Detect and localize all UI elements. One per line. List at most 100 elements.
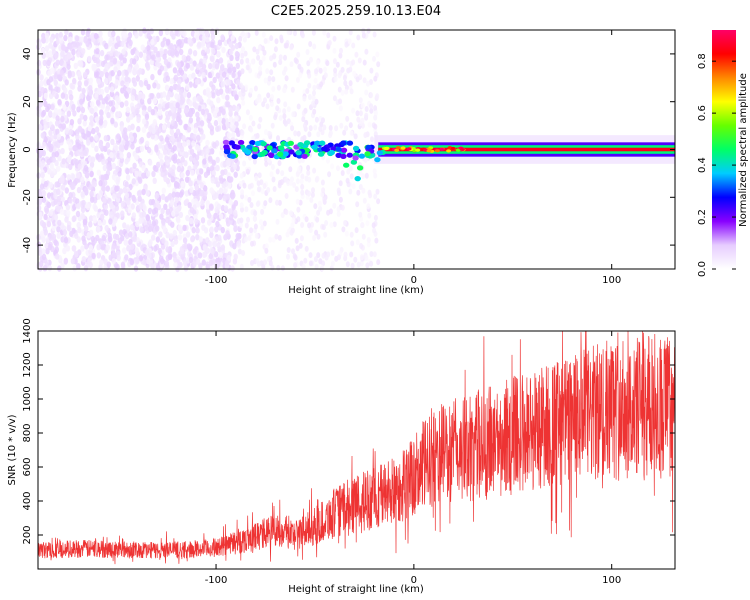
faint-noise-blob xyxy=(368,192,373,199)
faint-noise-blob xyxy=(276,98,281,104)
faint-noise-blob xyxy=(244,194,249,201)
faint-noise-blob xyxy=(355,201,360,208)
noise-blob xyxy=(132,235,137,243)
faint-noise-blob xyxy=(369,107,374,114)
noise-blob xyxy=(186,91,192,99)
noise-blob xyxy=(225,121,230,129)
noise-blob xyxy=(114,145,119,152)
faint-noise-blob xyxy=(262,183,267,189)
noise-blob xyxy=(56,226,61,233)
noise-blob xyxy=(188,180,193,187)
noise-blob xyxy=(165,246,170,253)
noise-blob xyxy=(211,47,216,55)
noise-blob xyxy=(159,135,164,142)
colorbar-tick-label: 0.0 xyxy=(697,261,708,277)
noise-blob xyxy=(143,79,149,87)
noise-blob xyxy=(92,217,98,224)
noise-blob xyxy=(91,127,96,135)
noise-blob xyxy=(188,117,194,124)
faint-noise-blob xyxy=(300,189,305,196)
faint-noise-blob xyxy=(376,259,381,266)
faint-noise-blob xyxy=(290,125,295,132)
faint-noise-blob xyxy=(311,187,315,194)
faint-noise-blob xyxy=(282,87,287,94)
noise-blob xyxy=(142,27,147,34)
noise-blob xyxy=(200,49,206,56)
faint-noise-blob xyxy=(356,189,361,196)
faint-noise-blob xyxy=(340,89,345,96)
noise-blob xyxy=(199,189,204,197)
noise-blob xyxy=(158,153,164,160)
y-tick-label: 40 xyxy=(22,48,33,61)
noise-blob xyxy=(201,34,207,42)
carrier-peak xyxy=(446,149,452,153)
noise-blob xyxy=(47,265,52,272)
faint-noise-blob xyxy=(262,220,267,227)
noise-blob xyxy=(141,164,146,171)
noise-blob xyxy=(141,109,147,116)
noise-blob xyxy=(44,45,50,52)
noise-blob xyxy=(205,263,210,270)
faint-noise-blob xyxy=(291,217,296,224)
noise-blob xyxy=(53,79,58,87)
faint-noise-blob xyxy=(275,168,280,175)
noise-blob xyxy=(104,63,109,70)
noise-blob xyxy=(176,136,182,143)
faint-noise-blob xyxy=(249,126,254,133)
noise-blob xyxy=(76,221,81,229)
noise-blob xyxy=(180,172,185,179)
noise-blob xyxy=(173,122,178,129)
noise-blob xyxy=(233,253,238,260)
noise-blob xyxy=(220,63,225,71)
carrier-blob xyxy=(276,151,284,157)
noise-blob xyxy=(190,169,195,176)
noise-blob xyxy=(210,33,216,40)
faint-noise-blob xyxy=(371,222,376,229)
noise-blob xyxy=(107,30,113,38)
faint-noise-blob xyxy=(344,125,349,132)
noise-blob xyxy=(66,110,72,117)
noise-blob xyxy=(81,132,86,139)
faint-noise-blob xyxy=(370,136,374,143)
faint-noise-blob xyxy=(319,81,324,88)
colorbar-tick-label: 0.4 xyxy=(697,157,708,173)
noise-blob xyxy=(210,55,215,63)
faint-noise-blob xyxy=(315,175,320,182)
faint-noise-blob xyxy=(375,51,380,58)
faint-noise-blob xyxy=(254,175,259,182)
noise-blob xyxy=(193,163,198,170)
noise-blob xyxy=(165,216,170,224)
faint-noise-blob xyxy=(323,66,327,73)
x-tick-label: 100 xyxy=(602,575,621,586)
noise-blob xyxy=(212,76,217,84)
carrier-peak xyxy=(434,149,440,153)
carrier-blob xyxy=(346,152,353,158)
noise-blob xyxy=(126,245,131,252)
noise-blob xyxy=(212,142,217,149)
faint-noise-blob xyxy=(242,123,247,130)
noise-blob xyxy=(80,106,86,114)
noise-blob xyxy=(130,105,135,113)
noise-blob xyxy=(130,123,135,130)
noise-blob xyxy=(84,187,89,194)
noise-blob xyxy=(60,262,65,269)
faint-noise-blob xyxy=(298,72,303,79)
noise-blob xyxy=(72,110,77,117)
noise-blob xyxy=(170,221,175,228)
noise-blob xyxy=(219,177,224,184)
noise-blob xyxy=(121,48,126,55)
faint-noise-blob xyxy=(271,236,276,243)
noise-blob xyxy=(46,220,52,228)
noise-blob xyxy=(86,232,91,239)
noise-blob xyxy=(124,192,130,199)
faint-noise-blob xyxy=(258,70,263,76)
faint-noise-blob xyxy=(256,54,261,61)
noise-blob xyxy=(86,94,91,102)
noise-blob xyxy=(169,85,174,93)
faint-noise-blob xyxy=(258,59,263,66)
noise-blob xyxy=(147,98,152,105)
faint-noise-blob xyxy=(252,158,257,165)
noise-blob xyxy=(60,196,65,203)
noise-blob xyxy=(124,100,129,107)
noise-blob xyxy=(146,146,152,154)
